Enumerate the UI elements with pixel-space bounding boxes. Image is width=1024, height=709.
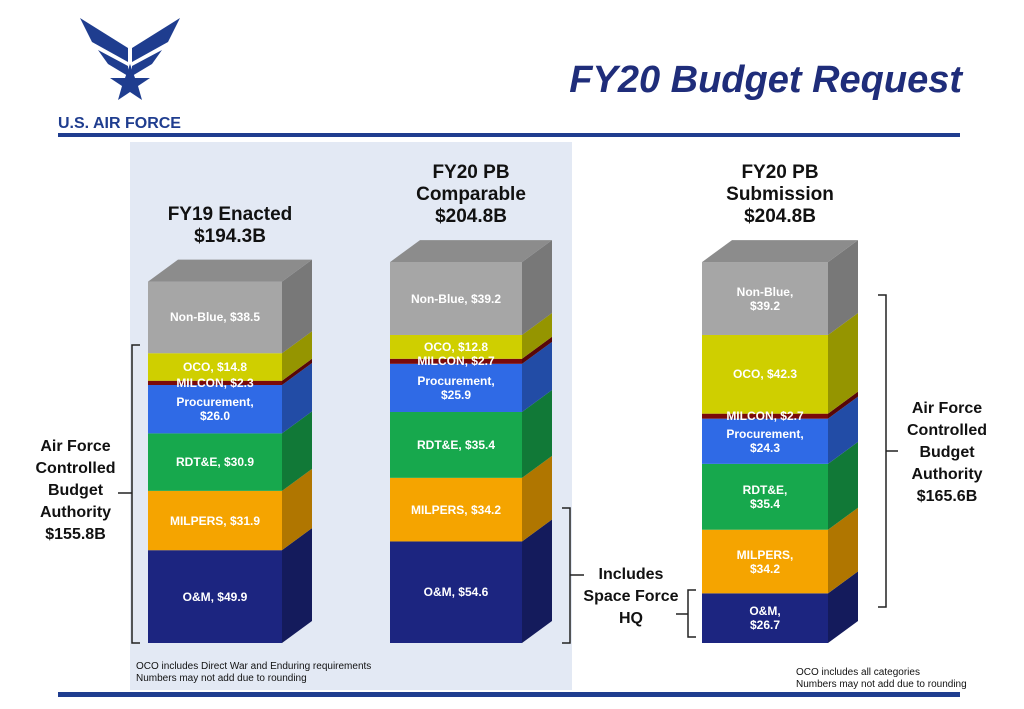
bar-segment [390,477,522,542]
value-label: Procurement, $25.9 [417,373,495,402]
value-label: MILPERS, $31.9 [169,513,261,528]
bar-side [828,312,858,414]
bar-segment [702,418,828,464]
category-label: FY20 PB Submission [726,162,834,206]
bar-top [390,240,552,263]
bar-side [828,507,858,594]
bar-side [522,240,552,335]
bar-segment [702,529,828,594]
value-label: MILCON, $2.7 [417,354,495,369]
bar-segment [390,411,522,478]
bar-side [522,389,552,478]
bar-side [282,468,312,551]
bar-side [828,240,858,335]
bar-side [282,259,312,354]
bar-segment [148,385,282,434]
value-label: O&M, $26.7 [749,604,781,633]
bar-segment [148,550,282,643]
brackets [118,294,898,644]
footnote: OCO includes all categories [796,667,920,678]
annotation: Includes Space Force HQ [583,566,679,627]
bar-segment [148,281,282,354]
value-label: O&M, $54.6 [423,585,489,600]
bar-side [282,331,312,381]
bar-side [828,391,858,419]
bar-segment [702,593,828,643]
value-label: Non-Blue, $39.2 [736,284,794,313]
bar-segment [390,334,522,359]
annotation: Air Force Controlled Budget Authority $1… [35,438,116,543]
value-label: MILCON, $2.7 [726,409,804,424]
value-label: RDT&E, $35.4 [742,482,788,511]
bar-segment [148,353,282,381]
bar-segment [702,413,828,419]
footnote: Numbers may not add due to rounding [796,679,967,690]
bar-top [702,240,858,263]
header-rule [58,133,960,137]
bar-side [828,441,858,530]
footnote: OCO includes Direct War and Enduring req… [136,661,372,672]
bar-segment [390,363,522,412]
value-label: OCO, $14.8 [182,359,248,374]
total-label: $204.8B [744,206,816,228]
annotation: Air Force Controlled Budget Authority $1… [907,400,987,505]
bar-side [522,312,552,359]
bar-top [148,259,312,282]
bar-side [522,519,552,643]
bar-side [282,528,312,643]
value-label: OCO, $12.8 [423,339,489,354]
value-label: Non-Blue, $38.5 [169,310,261,325]
footer-rule [58,692,960,697]
bar-segment [148,490,282,551]
category-label: FY20 PB Comparable [416,162,526,206]
value-label: RDT&E, $35.4 [416,437,496,452]
bar-segment [390,358,522,364]
bar-segment [148,380,282,386]
value-label: MILPERS, $34.2 [410,502,502,517]
value-label: Procurement, $24.3 [726,427,804,456]
bar-side [282,363,312,434]
value-label: MILCON, $2.3 [176,375,254,390]
bar-segment [148,433,282,491]
bar-side [282,411,312,491]
bar-side [828,396,858,464]
slide-title: FY20 Budget Request [569,59,963,101]
value-label: O&M, $49.9 [182,589,248,604]
bar-side [522,455,552,542]
value-label: MILPERS, $34.2 [736,547,794,576]
category-label: FY19 Enacted [167,203,293,225]
footnote: Numbers may not add due to rounding [136,673,307,684]
bar-segment [702,463,828,530]
bar-side [522,336,552,364]
value-label: Non-Blue, $39.2 [410,291,502,306]
bar-segment [702,334,828,414]
org-name: U.S. AIR FORCE [58,115,181,132]
bar-side [522,341,552,412]
value-label: RDT&E, $30.9 [175,455,255,470]
value-label: OCO, $42.3 [732,367,798,382]
total-label: $204.8B [435,206,507,228]
bar-segment [390,262,522,335]
bar-side [282,358,312,386]
bar-segment [390,541,522,643]
logo [80,18,180,100]
bar-side [828,571,858,643]
total-label: $194.3B [194,225,266,247]
value-label: Procurement, $26.0 [176,395,254,424]
bar-segment [702,262,828,335]
